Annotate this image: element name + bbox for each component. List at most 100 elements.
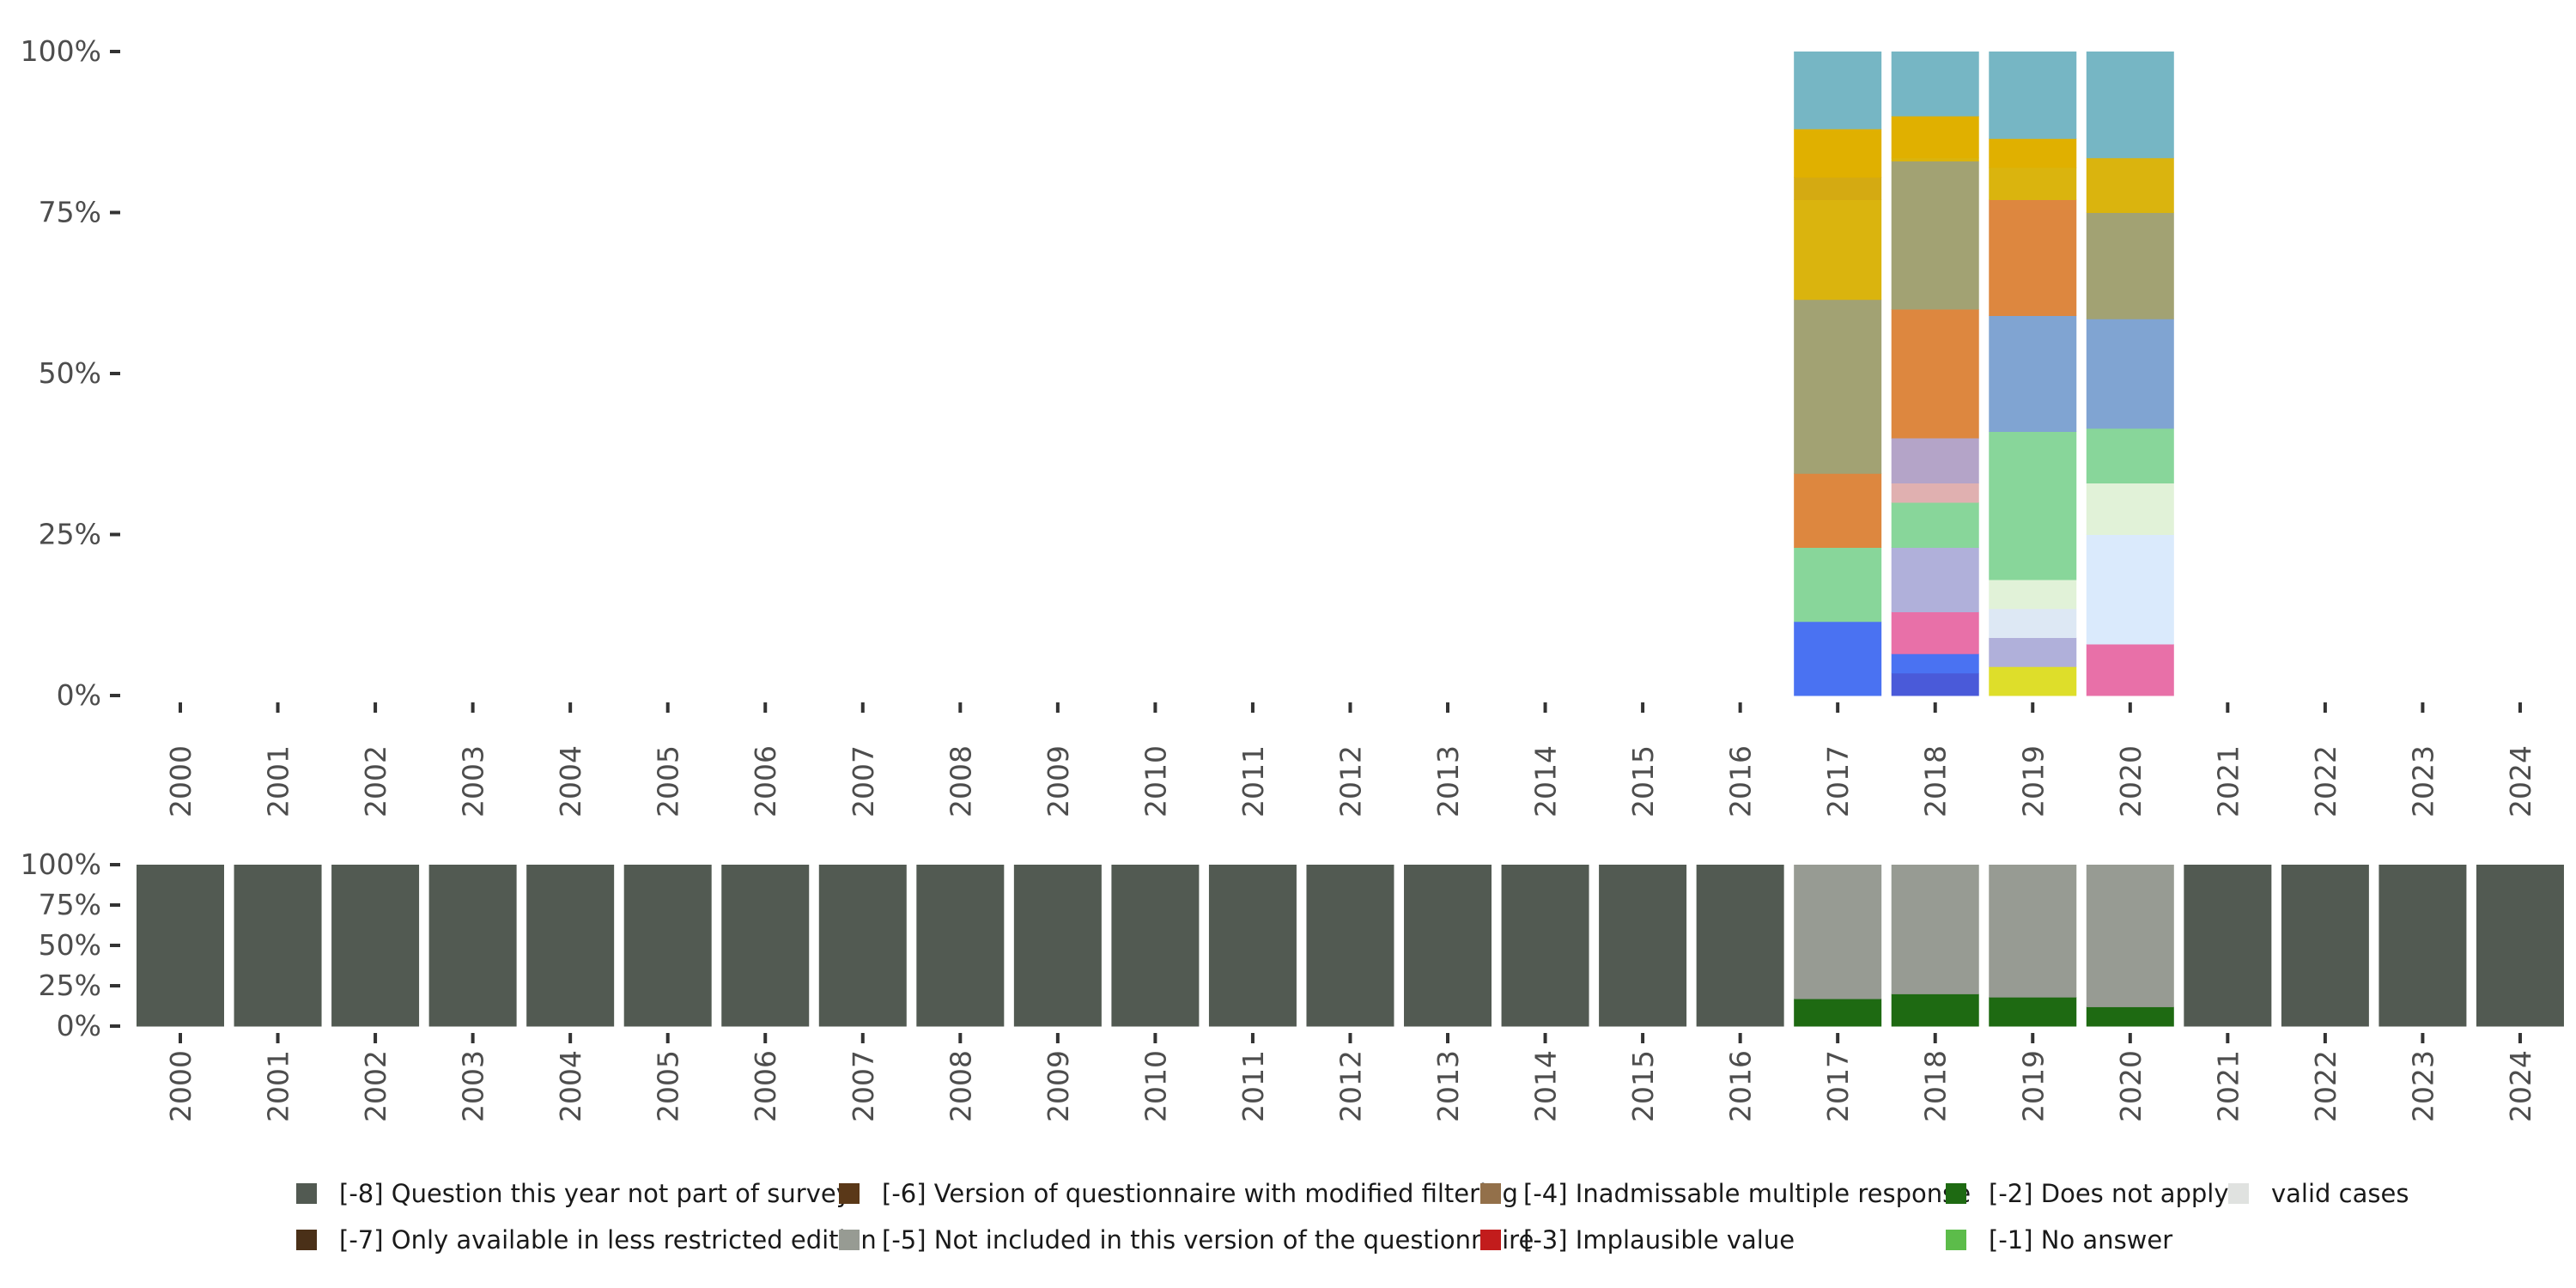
- top-x-tick-label: 2011: [1236, 745, 1270, 817]
- top-bar-segment-2020: [2086, 483, 2174, 535]
- top-x-tick-label: 2008: [944, 745, 977, 817]
- top-bar-segment-2019: [1989, 199, 2077, 316]
- top-bar-segment-2017: [1794, 52, 1882, 130]
- bottom-bar-segment-2014: [1501, 865, 1589, 1027]
- top-bar-segment-2017: [1794, 177, 1882, 200]
- top-bar-segment-2018: [1891, 116, 1979, 159]
- legend-key: [1946, 1230, 1966, 1250]
- top-bar-segment-2017: [1794, 129, 1882, 178]
- top-x-tick-label: 2024: [2504, 745, 2537, 817]
- top-bar-segment-2020: [2086, 428, 2174, 483]
- bottom-bar-segment-2005: [623, 865, 712, 1027]
- legend-key: [839, 1183, 860, 1204]
- bottom-y-tick-label: 75%: [39, 888, 101, 921]
- bottom-bar-segment-2006: [721, 865, 810, 1027]
- bottom-bar-segment-2017: [1794, 999, 1882, 1027]
- top-bar-segment-2020: [2086, 212, 2174, 319]
- legend-key: [1480, 1183, 1501, 1204]
- top-x-tick-label: 2021: [2211, 745, 2245, 817]
- bottom-bar-segment-2017: [1794, 865, 1882, 999]
- legend-label: [-6] Version of questionnaire with modif…: [882, 1179, 1518, 1208]
- top-x-tick-label: 2000: [164, 745, 197, 817]
- top-bar-segment-2017: [1794, 299, 1882, 474]
- top-x-tick-label: 2017: [1821, 745, 1855, 817]
- legend-label: [-4] Inadmissable multiple response: [1523, 1179, 1971, 1208]
- top-y-tick-label: 0%: [57, 678, 101, 712]
- bottom-bar-segment-2007: [818, 865, 907, 1027]
- bottom-x-tick-label: 2024: [2504, 1050, 2537, 1122]
- top-x-tick-label: 2001: [262, 745, 295, 817]
- legend-key: [1480, 1230, 1501, 1250]
- bottom-bar-segment-2019: [1989, 865, 2077, 998]
- top-x-tick-label: 2009: [1042, 745, 1075, 817]
- legend-label: valid cases: [2271, 1179, 2409, 1208]
- legend-label: [-3] Implausible value: [1523, 1225, 1795, 1255]
- bottom-bar-segment-2011: [1208, 865, 1297, 1027]
- bottom-bar-segment-2022: [2281, 865, 2369, 1027]
- legend-label: [-7] Only available in less restricted e…: [339, 1225, 877, 1255]
- bottom-bar-segment-2024: [2476, 865, 2564, 1027]
- bottom-x-tick-label: 2016: [1724, 1050, 1758, 1122]
- top-x-tick-label: 2012: [1334, 745, 1367, 817]
- top-x-tick-label: 2022: [2309, 745, 2342, 817]
- bottom-x-tick-label: 2015: [1626, 1050, 1660, 1122]
- bottom-x-tick-label: 2006: [749, 1050, 782, 1122]
- bottom-x-tick-label: 2022: [2309, 1050, 2342, 1122]
- top-x-tick-label: 2003: [457, 745, 490, 817]
- top-x-tick-label: 2010: [1139, 745, 1172, 817]
- top-bar-segment-2018: [1891, 438, 1979, 483]
- top-bar-segment-2019: [1989, 167, 2077, 200]
- top-bar-segment-2019: [1989, 315, 2077, 432]
- top-x-tick-label: 2018: [1919, 745, 1953, 817]
- top-bar-segment-2018: [1891, 547, 1979, 612]
- bottom-x-tick-label: 2009: [1042, 1050, 1075, 1122]
- top-bar-segment-2019: [1989, 52, 2077, 139]
- top-bar-segment-2019: [1989, 431, 2077, 580]
- bottom-bar-segment-2001: [234, 865, 322, 1027]
- bottom-bar-segment-2003: [428, 865, 517, 1027]
- bottom-bar-segment-2020: [2086, 865, 2174, 1007]
- bottom-bar-segment-2002: [331, 865, 420, 1027]
- bottom-x-tick-label: 2011: [1236, 1050, 1270, 1122]
- bottom-bar-segment-2004: [526, 865, 615, 1027]
- top-bar-segment-2018: [1891, 502, 1979, 548]
- bottom-x-tick-label: 2001: [262, 1050, 295, 1122]
- top-bar-segment-2018: [1891, 161, 1979, 310]
- top-y-tick-label: 25%: [39, 518, 101, 551]
- bottom-x-tick-label: 2023: [2406, 1050, 2439, 1122]
- legend-key: [2228, 1183, 2249, 1204]
- legend-key: [296, 1230, 317, 1250]
- top-bar-segment-2018: [1891, 611, 1979, 654]
- bottom-x-tick-label: 2002: [359, 1050, 392, 1122]
- legend-key: [1946, 1183, 1966, 1204]
- top-x-tick-label: 2005: [652, 745, 685, 817]
- top-bar-segment-2018: [1891, 653, 1979, 674]
- bottom-x-tick-label: 2004: [554, 1050, 587, 1122]
- bottom-bar-segment-2012: [1306, 865, 1394, 1027]
- bottom-bar-segment-2016: [1696, 865, 1784, 1027]
- top-bar-segment-2017: [1794, 547, 1882, 623]
- bottom-x-tick-label: 2010: [1139, 1050, 1172, 1122]
- top-bar-segment-2017: [1794, 473, 1882, 548]
- legend-label: [-2] Does not apply: [1989, 1179, 2229, 1208]
- bottom-x-tick-label: 2021: [2211, 1050, 2245, 1122]
- bottom-bar-segment-2008: [916, 865, 1005, 1027]
- top-x-tick-label: 2023: [2406, 745, 2439, 817]
- legend: [-8] Question this year not part of surv…: [296, 1179, 2409, 1255]
- bottom-y-tick-label: 25%: [39, 969, 101, 1002]
- top-bar-segment-2020: [2086, 52, 2174, 159]
- legend-key: [296, 1183, 317, 1204]
- bottom-y-tick-label: 100%: [21, 848, 101, 881]
- top-x-tick-label: 2019: [2016, 745, 2050, 817]
- top-x-tick-label: 2007: [847, 745, 880, 817]
- bottom-x-tick-label: 2007: [847, 1050, 880, 1122]
- bottom-bar-segment-2000: [137, 865, 224, 1027]
- bottom-bar-segment-2015: [1599, 865, 1687, 1027]
- bottom-x-tick-label: 2017: [1821, 1050, 1855, 1122]
- top-bar-segment-2018: [1891, 52, 1979, 117]
- top-bar-segment-2018: [1891, 309, 1979, 439]
- top-bar-segment-2019: [1989, 666, 2077, 696]
- legend-label: [-1] No answer: [1989, 1225, 2172, 1255]
- top-x-tick-label: 2015: [1626, 745, 1660, 817]
- top-bar-segment-2017: [1794, 199, 1882, 301]
